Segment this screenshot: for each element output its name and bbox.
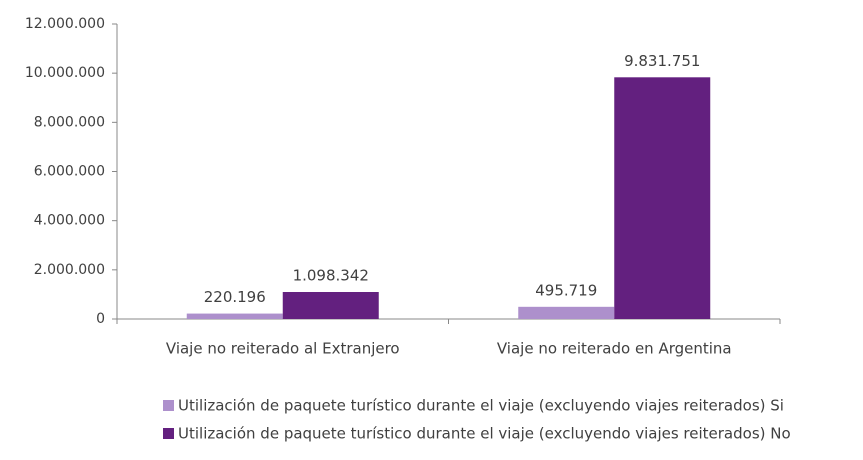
y-tick-label: 6.000.000 [34, 164, 105, 180]
bar [518, 306, 615, 319]
x-tick-label: Viaje no reiterado al Extranjero [166, 340, 400, 358]
y-tick-label: 10.000.000 [25, 65, 105, 81]
legend-swatch [163, 428, 174, 439]
y-tick-label: 0 [96, 311, 105, 327]
y-tick-label: 8.000.000 [34, 114, 105, 130]
y-tick-label: 2.000.000 [34, 262, 105, 278]
value-label: 1.098.342 [293, 266, 369, 284]
bar [614, 77, 711, 319]
value-label: 495.719 [535, 281, 597, 299]
legend-swatch [163, 400, 174, 411]
bar [186, 313, 283, 319]
y-tick-label: 4.000.000 [34, 213, 105, 229]
value-label: 220.196 [204, 288, 266, 306]
bar [282, 291, 379, 319]
value-label: 9.831.751 [624, 52, 700, 70]
legend-label: Utilización de paquete turístico durante… [178, 397, 784, 415]
legend-label: Utilización de paquete turístico durante… [178, 425, 791, 443]
y-tick-label: 12.000.000 [25, 16, 105, 32]
x-tick-label: Viaje no reiterado en Argentina [497, 340, 732, 358]
